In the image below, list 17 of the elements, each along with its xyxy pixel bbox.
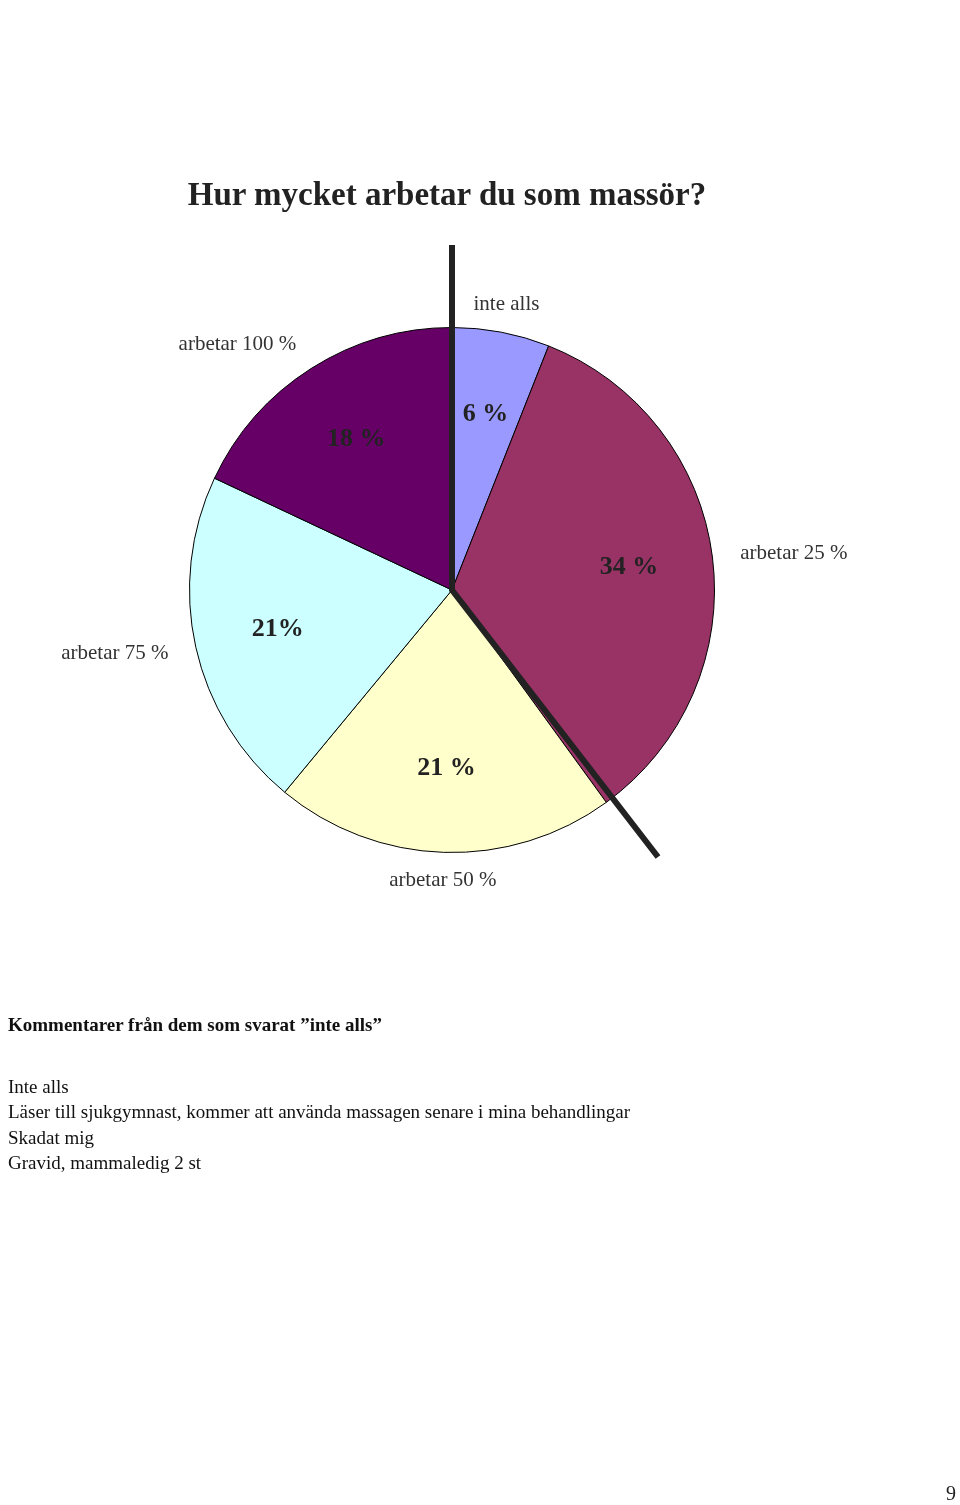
slice-label: arbetar 100 % bbox=[178, 331, 297, 356]
data-label: 6 % bbox=[462, 398, 509, 428]
text: Inte alls bbox=[8, 1074, 70, 1099]
slice-label: arbetar 75 % bbox=[61, 639, 169, 664]
slice-label: arbetar 25 % bbox=[740, 540, 848, 565]
text: Gravid, mammaledig 2 st bbox=[8, 1151, 203, 1175]
data-label: 21% bbox=[251, 612, 304, 642]
chart-title: Hur mycket arbetar du som massör? bbox=[186, 176, 708, 213]
text: Läser till sjukgymnast, kommer att använda massagen senare i mina behandlingar bbox=[8, 1100, 631, 1124]
text: Kommentarer från dem som svarat ”inte alls” bbox=[8, 1013, 383, 1037]
data-label: 21 % bbox=[417, 752, 476, 782]
data-label: 18 % bbox=[327, 423, 386, 453]
slice-label: arbetar 50 % bbox=[389, 866, 497, 891]
slice-label: inte alls bbox=[473, 291, 540, 316]
text: 9 bbox=[946, 1482, 956, 1505]
data-label: 34 % bbox=[599, 551, 659, 581]
text: Skadat mig bbox=[8, 1125, 96, 1150]
